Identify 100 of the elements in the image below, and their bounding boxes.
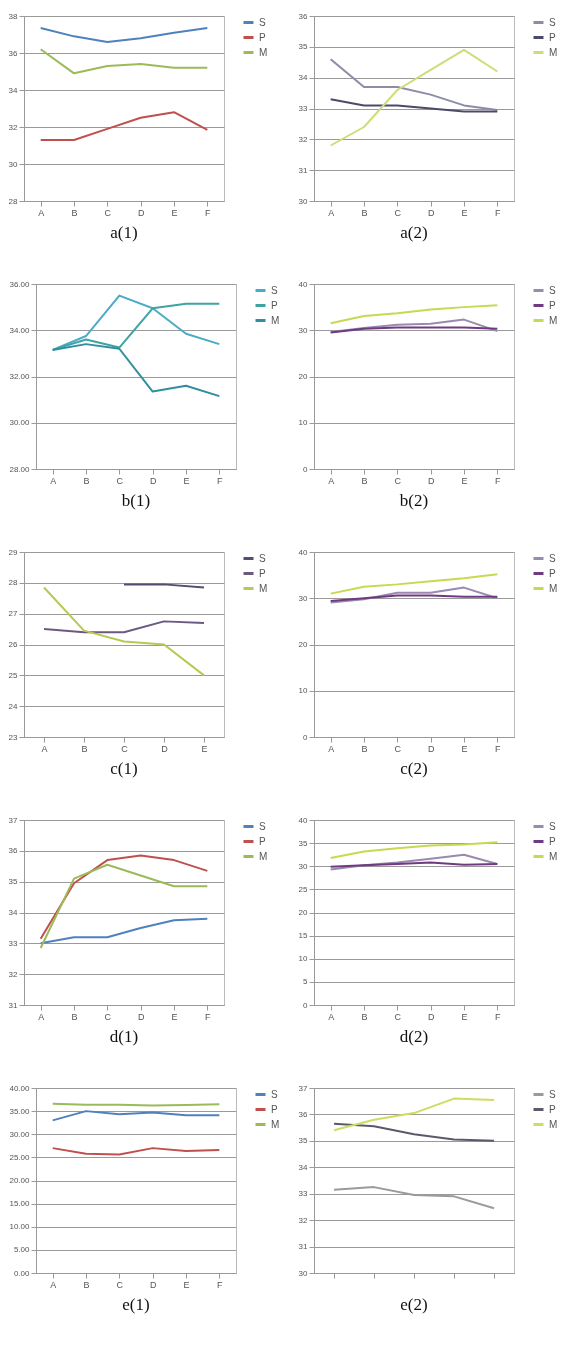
- line-series: [51, 1110, 221, 1122]
- y-tick-label: 20.00: [9, 1176, 31, 1185]
- y-tick-label: 36: [298, 11, 309, 21]
- y-tick-label: 30: [298, 593, 309, 603]
- x-tick-label: D: [137, 207, 145, 218]
- y-tick-label: 40.00: [9, 1083, 31, 1093]
- line-series: [329, 586, 499, 604]
- x-tick-label: F: [495, 1011, 502, 1022]
- legend-label: S: [549, 284, 556, 296]
- y-tick-label: 31: [8, 1000, 19, 1010]
- x-tick-label: C: [394, 207, 402, 218]
- x-tick-label: F: [495, 743, 502, 754]
- legend-label: M: [549, 314, 558, 326]
- y-tick-label: 35: [8, 877, 19, 887]
- y-tick-label: 0: [303, 464, 309, 474]
- x-tick-label: A: [328, 475, 335, 486]
- line-series: [329, 48, 499, 147]
- x-tick-label: C: [116, 1279, 124, 1290]
- x-tick-label: B: [361, 1011, 368, 1022]
- x-tick-label: C: [394, 743, 402, 754]
- x-tick-label: A: [328, 1011, 335, 1022]
- y-tick-label: 10: [298, 418, 309, 428]
- text: b(1): [121, 491, 151, 510]
- x-tick-label: E: [461, 207, 468, 218]
- x-tick-label: D: [427, 475, 435, 486]
- legend-label: P: [549, 31, 556, 43]
- y-tick-label: 34: [8, 85, 19, 95]
- y-tick-label: 10.00: [9, 1222, 31, 1232]
- legend-label: M: [259, 582, 268, 594]
- x-tick-label: F: [205, 1011, 212, 1022]
- y-tick-label: 5.00: [13, 1245, 31, 1255]
- line-series: [51, 343, 221, 398]
- x-tick-label: E: [171, 1011, 178, 1022]
- y-tick-label: 35: [298, 838, 309, 848]
- x-tick-label: D: [161, 743, 169, 754]
- y-tick-label: 23: [8, 732, 19, 742]
- x-tick-label: B: [81, 743, 88, 754]
- x-tick-label: B: [83, 1279, 90, 1290]
- y-tick-label: 40: [298, 815, 309, 825]
- x-tick-label: B: [71, 1011, 78, 1022]
- line-series: [329, 841, 499, 859]
- y-tick-label: 34.00: [9, 325, 31, 335]
- x-tick-label: A: [50, 475, 57, 486]
- x-tick-label: C: [104, 207, 112, 218]
- legend-label: S: [549, 1088, 556, 1100]
- legend-label: M: [549, 1118, 558, 1130]
- y-tick-label: 32.00: [9, 372, 31, 381]
- line-series: [329, 58, 499, 112]
- x-tick-label: E: [461, 1011, 468, 1022]
- y-tick-label: 30: [298, 325, 309, 335]
- x-tick-label: F: [495, 207, 502, 218]
- x-tick-label: D: [427, 743, 435, 754]
- x-tick-label: A: [328, 743, 335, 754]
- y-tick-label: 34: [298, 1162, 309, 1172]
- text: d(2): [399, 1027, 429, 1046]
- x-tick-label: C: [104, 1011, 112, 1022]
- y-tick-label: 30.00: [9, 1129, 31, 1139]
- line-series: [333, 1122, 495, 1142]
- legend-label: M: [271, 314, 280, 326]
- line-series: [43, 620, 205, 634]
- y-tick-label: 36: [298, 1109, 309, 1119]
- legend-label: P: [271, 1103, 278, 1115]
- legend-label: P: [259, 31, 266, 43]
- legend-label: M: [549, 582, 558, 594]
- y-tick-label: 30.00: [9, 418, 31, 428]
- x-tick-label: E: [461, 475, 468, 486]
- line-series: [39, 917, 209, 945]
- y-tick-label: 15: [298, 931, 309, 941]
- x-tick-label: D: [427, 207, 435, 218]
- line-series: [329, 304, 499, 325]
- y-tick-label: 25: [8, 670, 19, 680]
- x-tick-label: B: [83, 475, 90, 486]
- x-tick-label: D: [149, 1279, 157, 1290]
- legend-label: M: [549, 46, 558, 58]
- y-tick-label: 0: [303, 1000, 309, 1010]
- y-tick-label: 31: [298, 165, 309, 175]
- y-tick-label: 35: [298, 42, 309, 52]
- legend-label: S: [259, 820, 266, 832]
- text: e(1): [122, 1295, 150, 1314]
- legend-label: P: [549, 1103, 556, 1115]
- x-tick-label: F: [217, 475, 224, 486]
- y-tick-label: 31: [298, 1242, 309, 1252]
- x-tick-label: A: [38, 207, 45, 218]
- y-tick-label: 36: [8, 846, 19, 856]
- x-tick-label: D: [427, 1011, 435, 1022]
- legend-label: M: [259, 46, 268, 58]
- y-tick-label: 20: [298, 640, 309, 649]
- line-series: [39, 863, 209, 949]
- legend-label: P: [549, 835, 556, 847]
- x-tick-label: A: [38, 1011, 45, 1022]
- y-tick-label: 32: [8, 969, 19, 979]
- legend-label: S: [549, 820, 556, 832]
- y-tick-label: 30: [298, 196, 309, 206]
- y-tick-label: 32: [298, 1215, 309, 1225]
- y-tick-label: 36.00: [9, 279, 31, 289]
- y-tick-label: 10: [298, 954, 309, 964]
- x-tick-label: C: [121, 743, 129, 754]
- y-tick-label: 37: [8, 815, 19, 825]
- y-tick-label: 33: [298, 104, 309, 113]
- x-tick-label: A: [50, 1279, 57, 1290]
